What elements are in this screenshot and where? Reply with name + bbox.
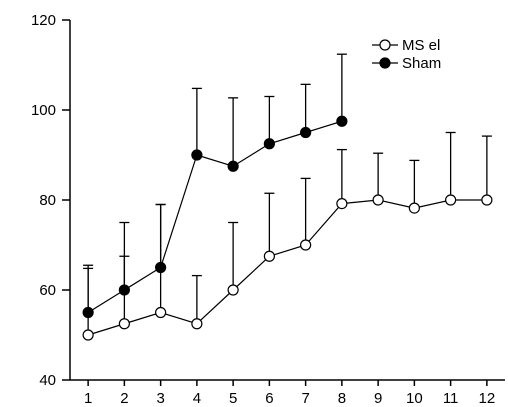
x-tick-label: 3 xyxy=(156,390,164,407)
x-tick-label: 8 xyxy=(338,390,346,407)
series-lines xyxy=(87,120,487,336)
sham-point xyxy=(227,160,239,172)
sham-point xyxy=(300,126,312,139)
x-tick-label: 11 xyxy=(443,390,459,407)
y-tick-label: 40 xyxy=(39,372,56,389)
ms-el-point xyxy=(481,194,493,206)
x-tick-label: 12 xyxy=(479,390,496,407)
x-tick-label: 9 xyxy=(374,390,382,407)
y-tick-label: 80 xyxy=(39,192,56,209)
x-tick-label: 1 xyxy=(84,390,92,407)
sham-point xyxy=(336,115,348,127)
ms-el-point xyxy=(155,306,167,319)
sham-point xyxy=(82,306,94,319)
sham-point xyxy=(118,284,130,296)
ms-el-legend-marker xyxy=(379,39,391,51)
sham-series-line xyxy=(87,120,343,314)
x-tick-label: 10 xyxy=(406,390,423,407)
ms-el-point xyxy=(300,239,312,251)
sham-point xyxy=(155,261,167,274)
ms-el-point xyxy=(82,329,94,341)
ms-el-series-line xyxy=(87,199,487,336)
sham-legend-marker xyxy=(379,57,391,69)
ms-el-point xyxy=(336,198,348,210)
ms-el-point xyxy=(372,194,384,206)
sham-legend-label: Sham xyxy=(402,55,441,72)
x-tick-label: 7 xyxy=(301,390,309,407)
sham-point xyxy=(191,149,203,161)
x-tick-label: 6 xyxy=(265,390,273,407)
ms-el-point xyxy=(263,250,275,262)
x-tick-label: 5 xyxy=(229,390,237,407)
x-tick-label: 4 xyxy=(193,390,201,407)
data-markers xyxy=(82,115,493,341)
error-bars xyxy=(83,53,492,335)
ms-el-point xyxy=(227,284,239,296)
ms-el-legend-label: MS el xyxy=(402,37,440,54)
ms-el-point xyxy=(408,202,420,214)
y-tick-label: 120 xyxy=(31,12,56,29)
y-tick-label: 60 xyxy=(39,282,56,299)
sham-point xyxy=(263,138,275,150)
x-tick-label: 2 xyxy=(120,390,128,407)
ms-el-point xyxy=(445,194,457,206)
ms-el-point xyxy=(191,318,203,330)
y-tick-label: 100 xyxy=(31,102,56,119)
ms-el-point xyxy=(118,318,130,330)
